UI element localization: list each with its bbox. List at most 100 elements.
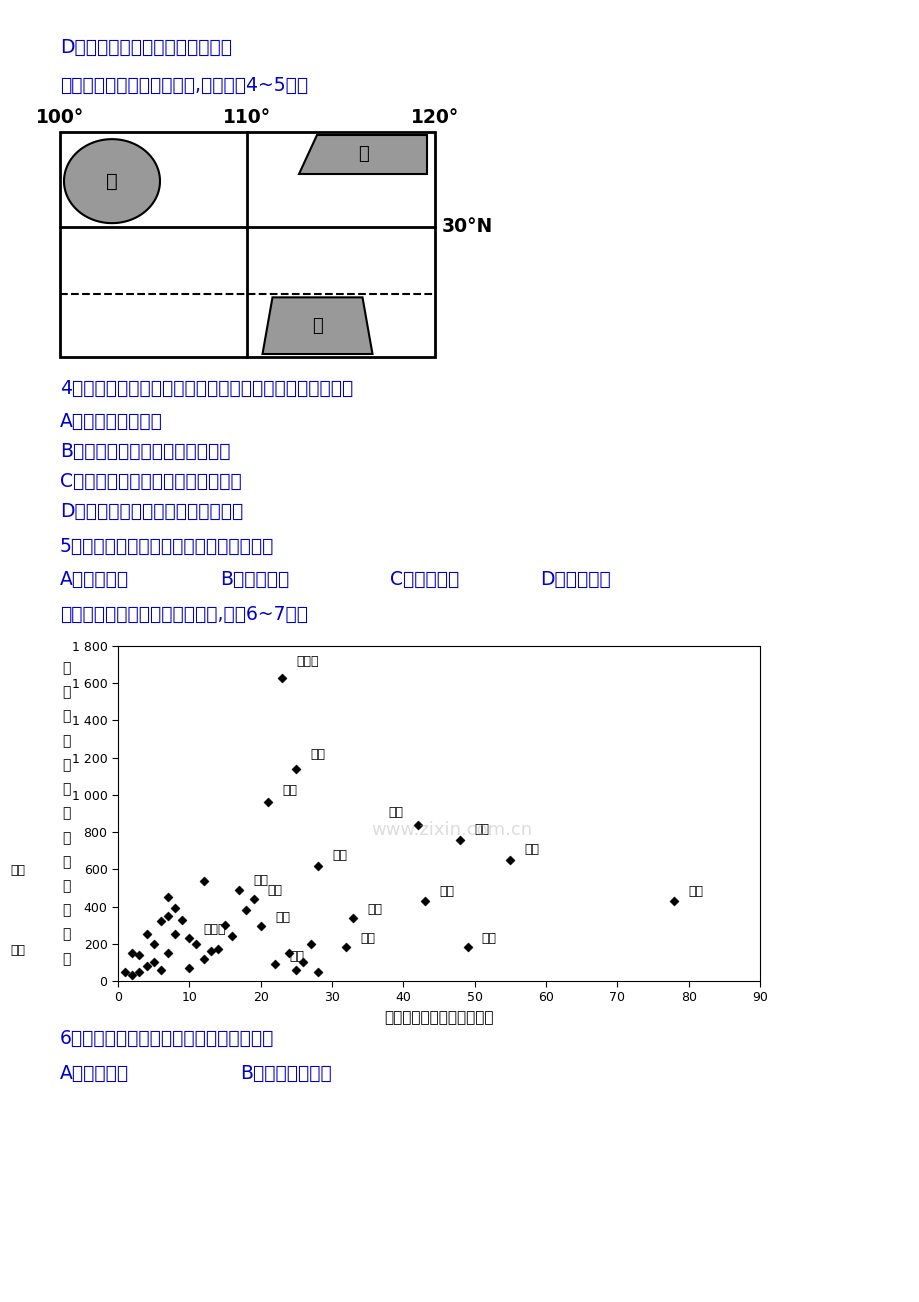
Point [253,915,267,936]
Point [161,887,176,907]
Text: 甲、乙、丙是三个不同地区,读图回答4~5题。: 甲、乙、丙是三个不同地区,读图回答4~5题。 [60,76,308,95]
Point [161,943,176,963]
Point [281,943,296,963]
Text: C、工程建设: C、工程建设 [390,570,459,589]
Text: 广东: 广东 [10,944,25,957]
Point [246,889,261,910]
Point [125,965,140,986]
X-axis label: 各省迁出人口总量（万人）: 各省迁出人口总量（万人） [384,1010,494,1025]
Point [196,948,210,969]
Text: 甲: 甲 [106,172,118,190]
Text: 河北: 河北 [474,823,489,836]
Point [153,960,168,980]
Text: 湖北: 湖北 [368,902,382,915]
Text: 江西: 江西 [360,932,375,945]
Point [310,961,324,982]
Text: 乙: 乙 [358,145,369,163]
Point [296,952,311,973]
Text: 市: 市 [62,806,70,820]
Point [310,855,324,876]
Bar [60,132,435,357]
Text: 辽宁: 辽宁 [311,749,325,762]
Point [167,924,182,945]
Text: 浙江: 浙江 [332,849,346,862]
Point [196,870,210,891]
Point [146,952,161,973]
Text: 甘肃: 甘肃 [267,884,282,897]
Point [232,879,246,900]
Text: （: （ [62,904,70,918]
Text: A、家庭婚姻: A、家庭婚姻 [60,570,129,589]
Point [289,759,303,780]
Text: B、迁移方向主要是由城市到农村: B、迁移方向主要是由城市到农村 [60,441,231,461]
Text: ）: ） [62,952,70,966]
Point [139,924,153,945]
Text: 江苏: 江苏 [388,806,403,819]
Point [503,850,517,871]
Point [146,934,161,954]
Point [210,939,225,960]
Point [666,891,681,911]
Text: 山西: 山西 [10,863,25,876]
Point [182,957,197,978]
Text: 6、迁入淄博市人口最多的省区位于我国的: 6、迁入淄博市人口最多的省区位于我国的 [60,1029,274,1048]
Text: 迁: 迁 [62,710,70,724]
Text: 人: 人 [62,927,70,941]
Text: 110°: 110° [223,108,271,128]
Text: www.zixin.com.cn: www.zixin.com.cn [371,822,532,840]
Point [132,961,147,982]
Text: 4、有关甲、乙、丙三地区现阶段人口迁移的说法正确的是: 4、有关甲、乙、丙三地区现阶段人口迁移的说法正确的是 [60,379,353,398]
Text: 人: 人 [62,855,70,868]
Text: A、东北地区: A、东北地区 [60,1064,129,1083]
Point [153,911,168,932]
Text: 陕西: 陕西 [254,874,268,887]
Point [167,898,182,919]
Text: 5、引起上述人口迁移发生的最主要因素是: 5、引起上述人口迁移发生的最主要因素是 [60,536,274,556]
Text: 往: 往 [62,734,70,747]
Point [175,909,189,930]
Text: A、属国际人口迁移: A、属国际人口迁移 [60,411,163,431]
Text: 的: 的 [62,831,70,845]
Text: 各: 各 [62,661,70,676]
Text: 省: 省 [62,685,70,699]
Text: 重庆: 重庆 [275,911,289,924]
Text: 河南: 河南 [524,844,539,857]
Text: 口: 口 [62,879,70,893]
Point [417,891,432,911]
Point [275,667,289,687]
Point [289,960,303,980]
Text: 120°: 120° [411,108,459,128]
Point [161,905,176,926]
Point [410,814,425,835]
Text: 内蒙古: 内蒙古 [203,923,226,936]
Polygon shape [300,135,426,174]
Point [118,961,132,982]
Text: 100°: 100° [36,108,84,128]
Text: 贵州: 贵州 [289,950,304,963]
Text: 丙: 丙 [312,316,323,335]
Text: 黑龙江: 黑龙江 [296,655,319,668]
Point [203,941,218,962]
Point [139,956,153,976]
Point [452,829,467,850]
Point [346,907,360,928]
Text: 读山东省淄博市迁入人口统计图,回答6~7题。: 读山东省淄博市迁入人口统计图,回答6~7题。 [60,605,308,624]
Text: 博: 博 [62,783,70,797]
Text: 30°N: 30°N [441,217,493,236]
Point [189,934,204,954]
Polygon shape [64,139,160,223]
Text: D、文化教育: D、文化教育 [539,570,610,589]
Point [338,936,353,957]
Text: B、东部沿海地区: B、东部沿海地区 [240,1064,332,1083]
Point [267,954,282,975]
Text: 湖南: 湖南 [482,932,496,945]
Text: B、收入差距: B、收入差距 [220,570,289,589]
Text: 吉林: 吉林 [282,784,297,797]
Point [239,900,254,921]
Text: C、人口主要由甲地迁往乙、丙两地: C、人口主要由甲地迁往乙、丙两地 [60,473,242,491]
Polygon shape [262,297,372,354]
Text: 淄: 淄 [62,758,70,772]
Point [132,944,147,965]
Text: 安徽: 安徽 [438,885,453,898]
Point [224,926,239,947]
